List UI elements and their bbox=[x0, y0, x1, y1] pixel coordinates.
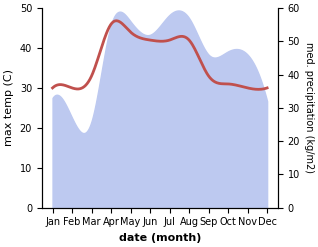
Y-axis label: max temp (C): max temp (C) bbox=[4, 69, 14, 146]
Y-axis label: med. precipitation (kg/m2): med. precipitation (kg/m2) bbox=[304, 42, 314, 173]
X-axis label: date (month): date (month) bbox=[119, 233, 201, 243]
